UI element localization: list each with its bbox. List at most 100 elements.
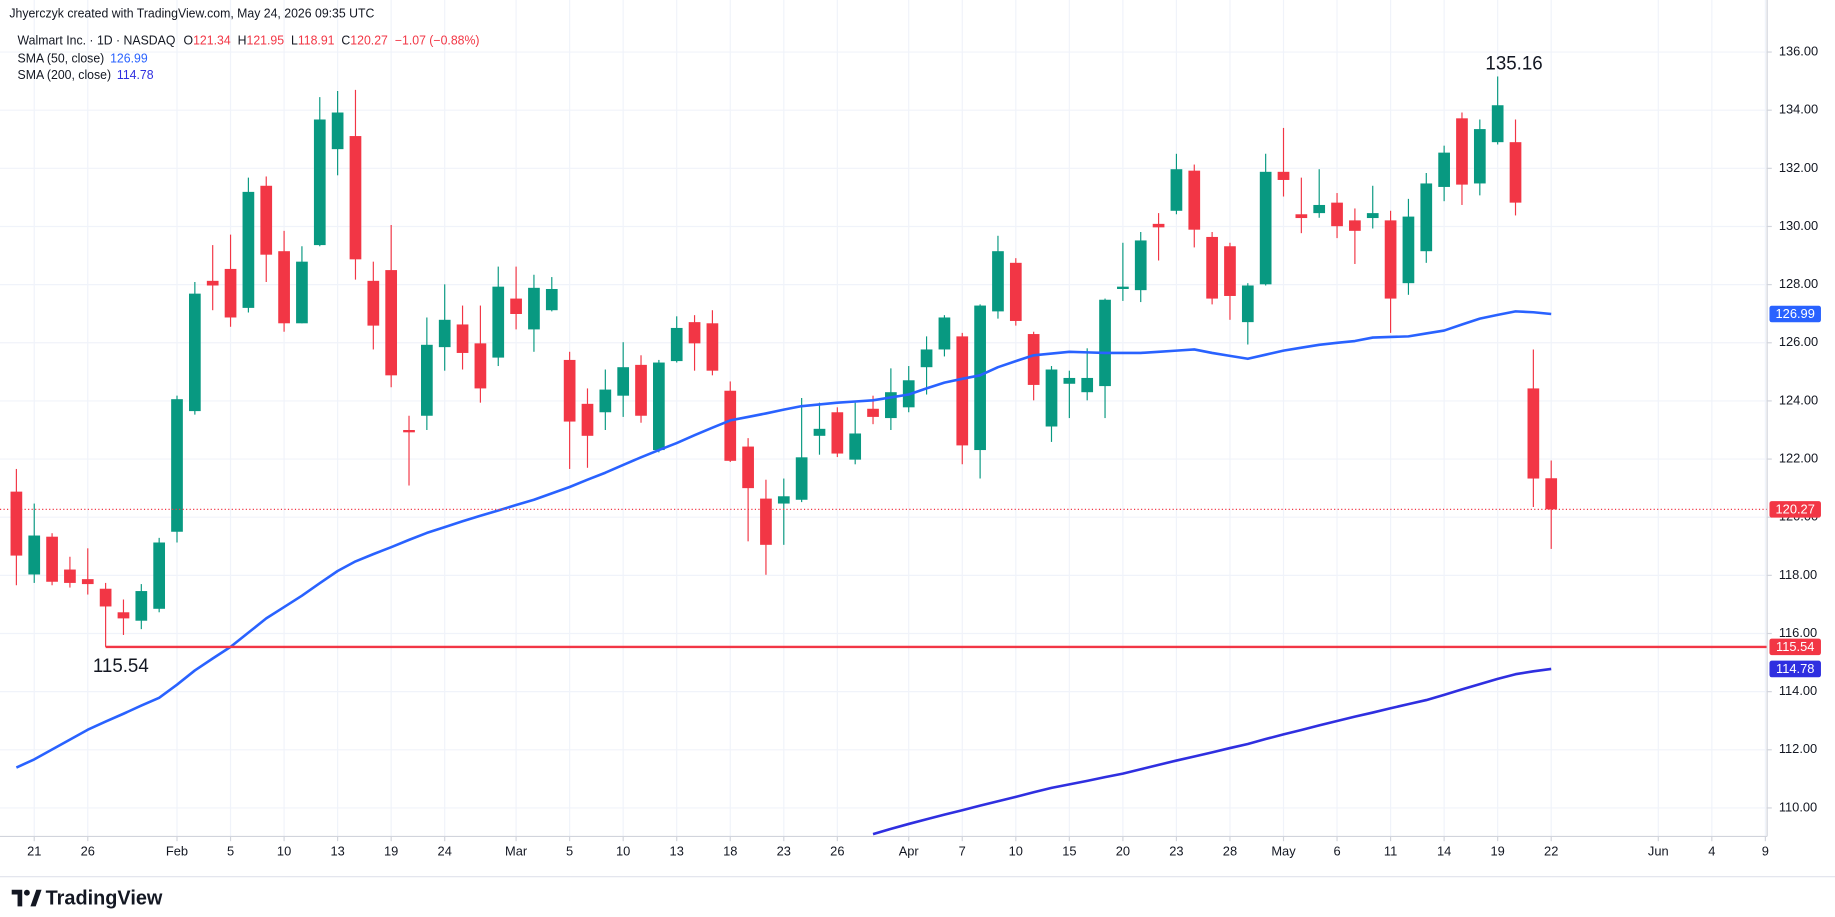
candle-body bbox=[1349, 220, 1361, 231]
ohlc-label: C bbox=[341, 34, 350, 48]
candle-body bbox=[1206, 236, 1218, 299]
candle-body bbox=[885, 392, 897, 419]
candle-body bbox=[1402, 216, 1415, 284]
candle-body bbox=[1456, 118, 1468, 185]
candle-body bbox=[1295, 214, 1308, 219]
x-tick-label: 10 bbox=[616, 843, 630, 858]
candle-body bbox=[974, 305, 986, 451]
candle-body bbox=[28, 535, 41, 575]
candle-body bbox=[46, 536, 58, 582]
logo-icon bbox=[11, 889, 23, 907]
plot-area bbox=[0, 76, 1768, 836]
x-tick-label: 7 bbox=[959, 843, 966, 858]
candle-body bbox=[224, 268, 237, 318]
candle-body bbox=[1420, 183, 1433, 252]
logo: TradingView bbox=[11, 887, 163, 910]
price-badge-label: 115.54 bbox=[1776, 639, 1814, 654]
x-tick-label: Feb bbox=[166, 843, 188, 858]
credit: Jhyerczyk created with TradingView.com, … bbox=[9, 6, 374, 20]
y-tick-label: 116.00 bbox=[1779, 625, 1817, 640]
candle-body bbox=[171, 399, 183, 532]
price-badge bbox=[1769, 638, 1821, 656]
candle-body bbox=[563, 359, 576, 422]
x-tick-label: 13 bbox=[330, 843, 344, 858]
candle-body bbox=[385, 270, 398, 376]
y-tick-label: 132.00 bbox=[1779, 160, 1818, 175]
candle-body bbox=[1134, 240, 1147, 291]
candle-body bbox=[64, 569, 76, 583]
candle-body bbox=[1081, 377, 1094, 393]
x-tick-label: 9 bbox=[1762, 843, 1769, 858]
candle-body bbox=[1366, 213, 1379, 219]
legend-value: 126.99 bbox=[110, 51, 148, 65]
y-tick-label: 128.00 bbox=[1779, 276, 1818, 291]
candle-body bbox=[617, 367, 630, 396]
candle-body bbox=[528, 287, 540, 330]
x-tick-label: Apr bbox=[899, 843, 920, 858]
price-badge bbox=[1769, 660, 1821, 678]
candle-body bbox=[438, 319, 451, 348]
x-tick-label: 14 bbox=[1437, 843, 1451, 858]
x-tick-label: May bbox=[1271, 843, 1296, 858]
candle-body bbox=[813, 428, 826, 436]
candle-body bbox=[849, 433, 862, 460]
candle-body bbox=[1241, 285, 1254, 323]
candle-body bbox=[81, 579, 94, 585]
candle-body bbox=[1438, 152, 1450, 187]
candle-body bbox=[206, 280, 219, 286]
sma50-legend: SMA (50, close) 126.99 bbox=[18, 51, 148, 65]
candle-body bbox=[706, 323, 719, 371]
candle-body bbox=[795, 457, 808, 500]
symbol: Walmart Inc. · 1D · NASDAQ bbox=[18, 34, 176, 48]
candle-body bbox=[474, 343, 487, 389]
candle-body bbox=[688, 322, 701, 344]
candle-body bbox=[10, 491, 23, 556]
legend-value: 114.78 bbox=[117, 68, 154, 82]
x-tick-label: 5 bbox=[566, 843, 573, 858]
logo-icon bbox=[23, 889, 30, 896]
candle-body bbox=[492, 286, 505, 358]
candle-body bbox=[1545, 478, 1558, 510]
x-tick-label: 19 bbox=[384, 843, 398, 858]
logo-text: TradingView bbox=[46, 887, 163, 909]
price-badge bbox=[1769, 305, 1821, 323]
candle-body bbox=[777, 496, 790, 504]
candle-body bbox=[456, 324, 469, 353]
candle-body bbox=[1331, 202, 1343, 227]
axes: 110.00112.00114.00116.00118.00120.00122.… bbox=[27, 43, 1818, 858]
x-tick-label: 21 bbox=[27, 843, 41, 858]
x-tick-label: 28 bbox=[1223, 843, 1237, 858]
candle-body bbox=[599, 389, 612, 413]
legend-name: SMA (50, close) bbox=[18, 51, 105, 65]
x-tick-label: 6 bbox=[1333, 843, 1340, 858]
candle-body bbox=[510, 298, 522, 314]
candle-body bbox=[1063, 377, 1076, 384]
candle-body bbox=[189, 293, 201, 412]
candle-body bbox=[1045, 369, 1058, 427]
candle-body bbox=[1009, 262, 1022, 321]
candle-body bbox=[1224, 246, 1236, 296]
candle-body bbox=[349, 136, 362, 260]
candle-body bbox=[1027, 334, 1040, 385]
candle-body bbox=[938, 317, 951, 350]
y-tick-label: 126.00 bbox=[1779, 334, 1818, 349]
candle-body bbox=[1170, 169, 1183, 211]
candle-body bbox=[724, 390, 737, 461]
candle-body bbox=[670, 327, 683, 362]
y-tick-label: 118.00 bbox=[1779, 567, 1817, 582]
candle-body bbox=[1152, 223, 1165, 228]
y-tick-label: 114.00 bbox=[1779, 683, 1817, 698]
x-tick-label: 11 bbox=[1384, 843, 1397, 858]
high-annotation: 135.16 bbox=[1485, 53, 1542, 74]
candle-body bbox=[920, 349, 933, 368]
candle-body bbox=[99, 588, 112, 607]
candle-body bbox=[278, 251, 290, 324]
x-tick-label: 20 bbox=[1116, 843, 1130, 858]
x-tick-label: 5 bbox=[227, 843, 234, 858]
price-badge bbox=[1769, 501, 1821, 518]
x-tick-label: 19 bbox=[1491, 843, 1505, 858]
x-tick-label: Mar bbox=[505, 843, 528, 858]
y-tick-label: 122.00 bbox=[1779, 450, 1818, 465]
